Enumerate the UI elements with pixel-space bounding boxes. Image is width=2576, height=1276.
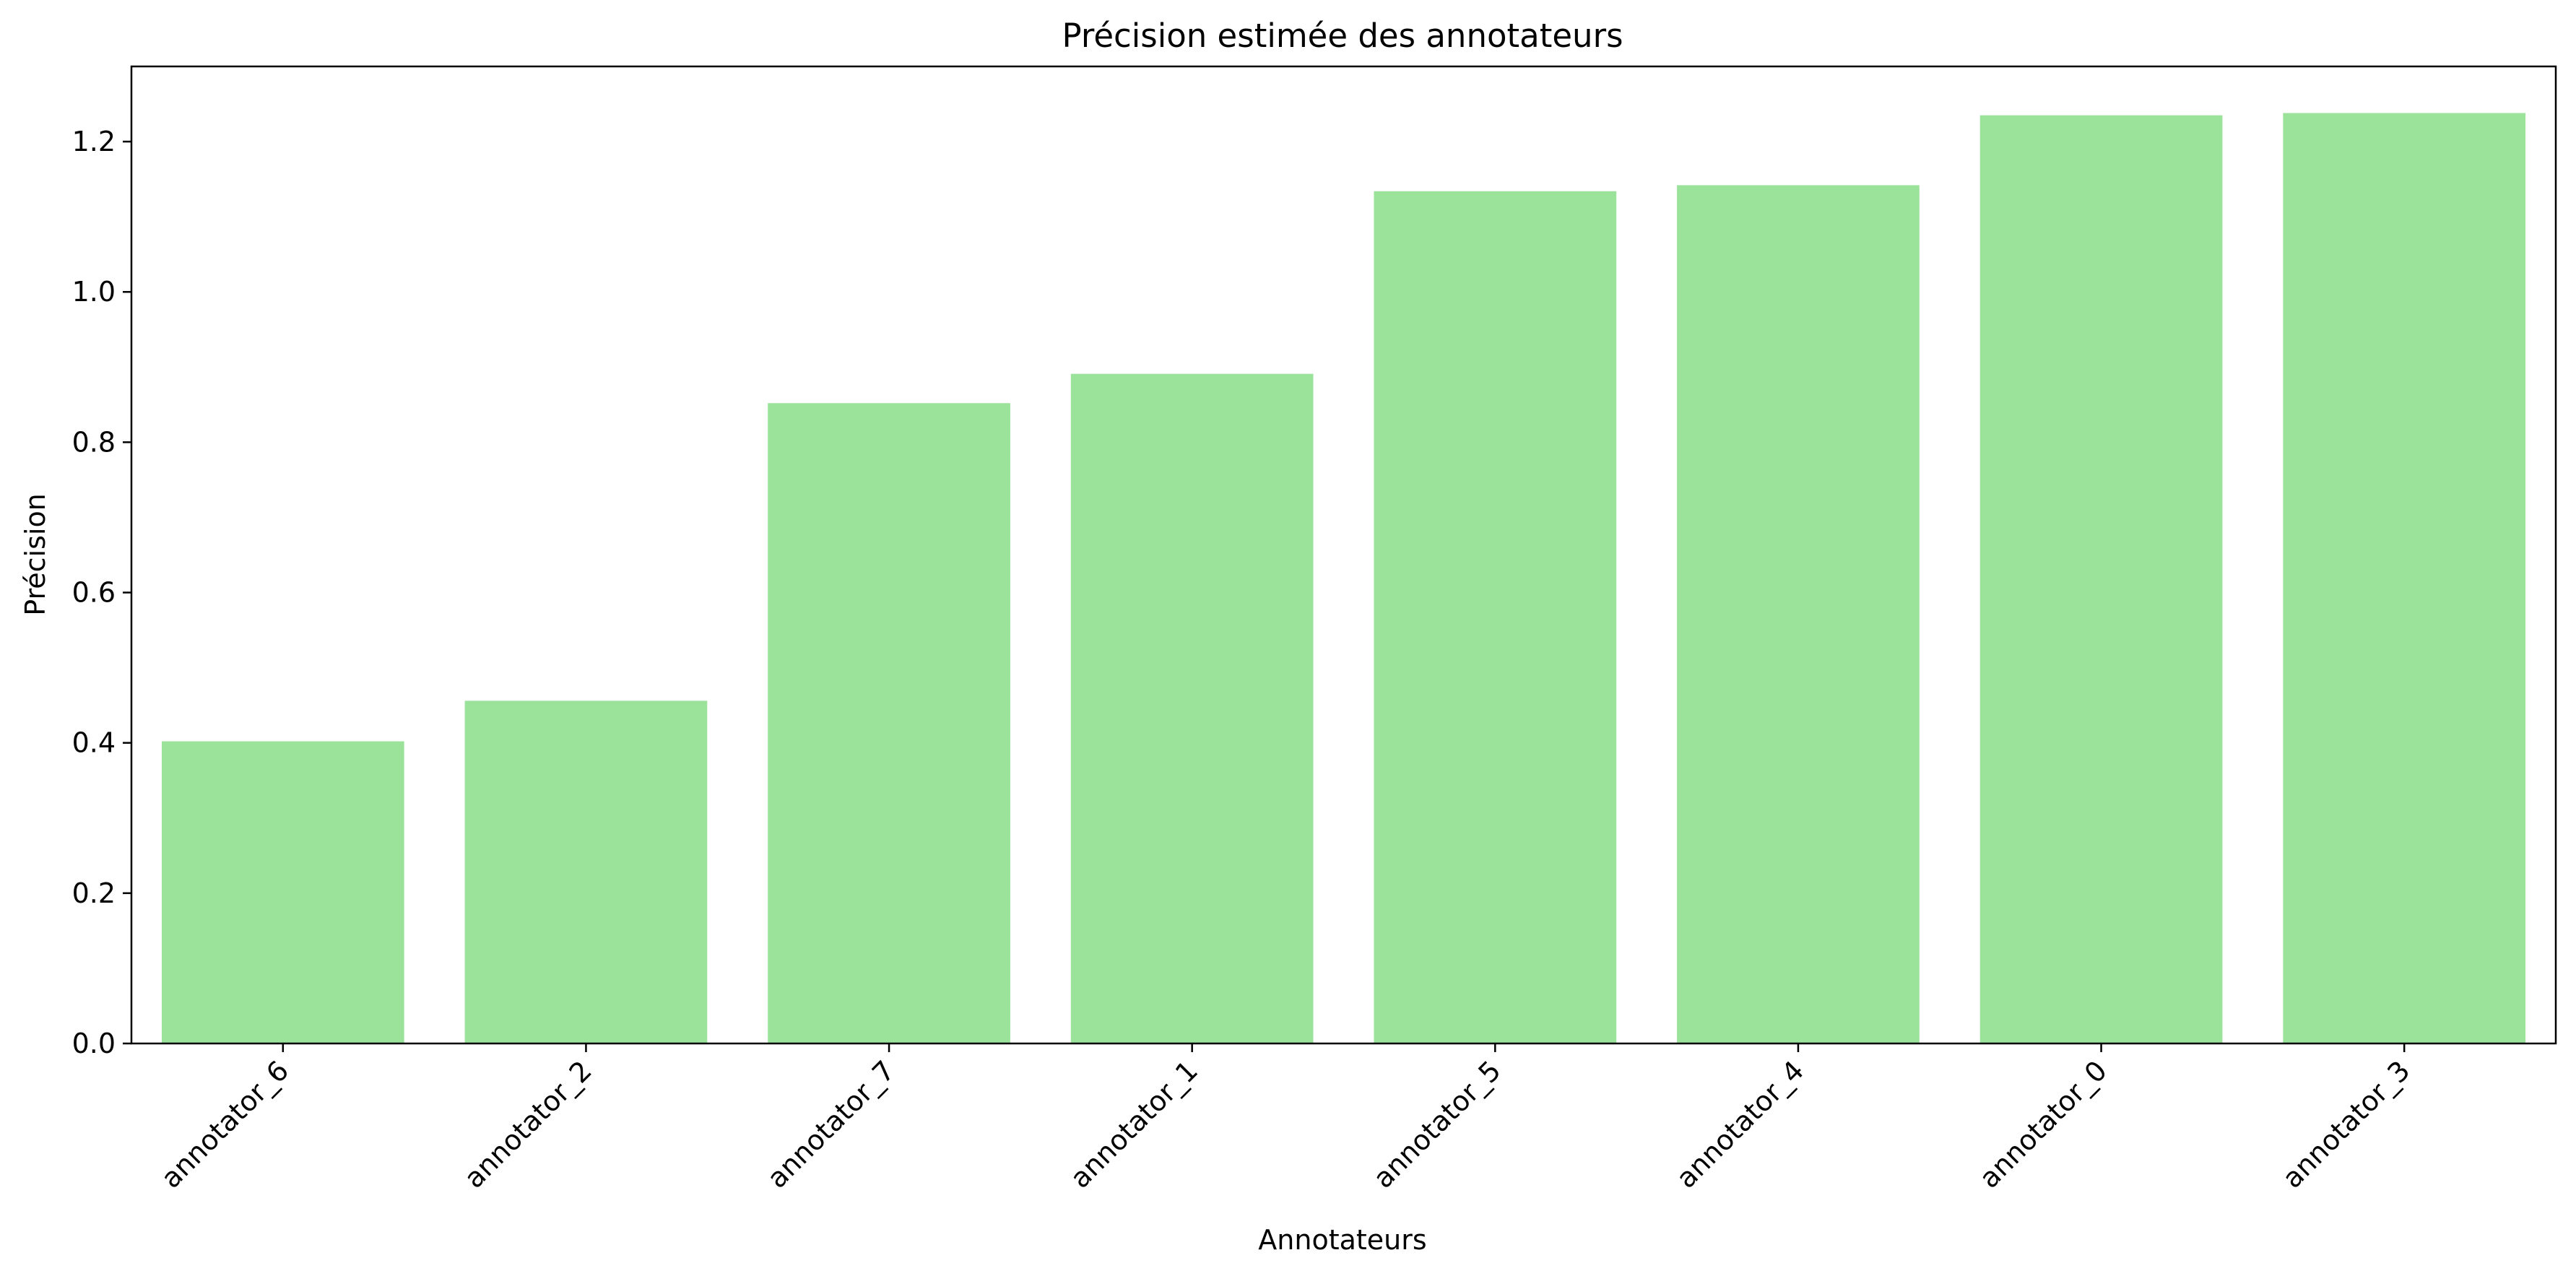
y-tick-label: 0.6 xyxy=(72,577,116,609)
y-axis-label: Précision xyxy=(19,493,51,616)
y-tick-label: 0.2 xyxy=(72,877,116,909)
y-axis: 0.0 0.2 0.4 0.6 0.8 1.0 1.2 xyxy=(72,126,131,1059)
bar-annotator_3 xyxy=(2283,113,2526,1043)
x-axis: annotator_6 annotator_2 annotator_7 annotat… xyxy=(155,1043,2416,1194)
plot-frame xyxy=(130,65,2557,1045)
bars-group xyxy=(161,113,2526,1044)
x-tick-label: annotator_3 xyxy=(2276,1054,2416,1194)
bar-annotator_1 xyxy=(1070,373,1314,1043)
x-axis-label: Annotateurs xyxy=(1258,1224,1426,1256)
x-tick-label: annotator_7 xyxy=(761,1054,901,1194)
bar-annotator_6 xyxy=(161,741,404,1043)
y-tick-label: 0.4 xyxy=(72,727,116,759)
x-tick-label: annotator_2 xyxy=(458,1054,598,1194)
chart-title: Précision estimée des annotateurs xyxy=(1062,17,1623,55)
bar-annotator_7 xyxy=(768,403,1010,1043)
x-tick-label: annotator_6 xyxy=(155,1054,295,1194)
bar-annotator_0 xyxy=(1979,115,2223,1043)
x-tick-label: annotator_4 xyxy=(1670,1054,1810,1194)
y-tick-label: 0.0 xyxy=(72,1028,116,1059)
x-tick-label: annotator_5 xyxy=(1367,1054,1507,1194)
bar-annotator_5 xyxy=(1374,191,1617,1043)
y-tick-label: 1.2 xyxy=(72,126,116,157)
bar-annotator_2 xyxy=(464,700,708,1043)
x-tick-label: annotator_1 xyxy=(1064,1054,1204,1194)
y-tick-label: 1.0 xyxy=(72,276,116,308)
y-tick-label: 0.8 xyxy=(72,426,116,458)
x-tick-label: annotator_0 xyxy=(1973,1054,2113,1194)
bar-annotator_4 xyxy=(1677,185,1920,1044)
